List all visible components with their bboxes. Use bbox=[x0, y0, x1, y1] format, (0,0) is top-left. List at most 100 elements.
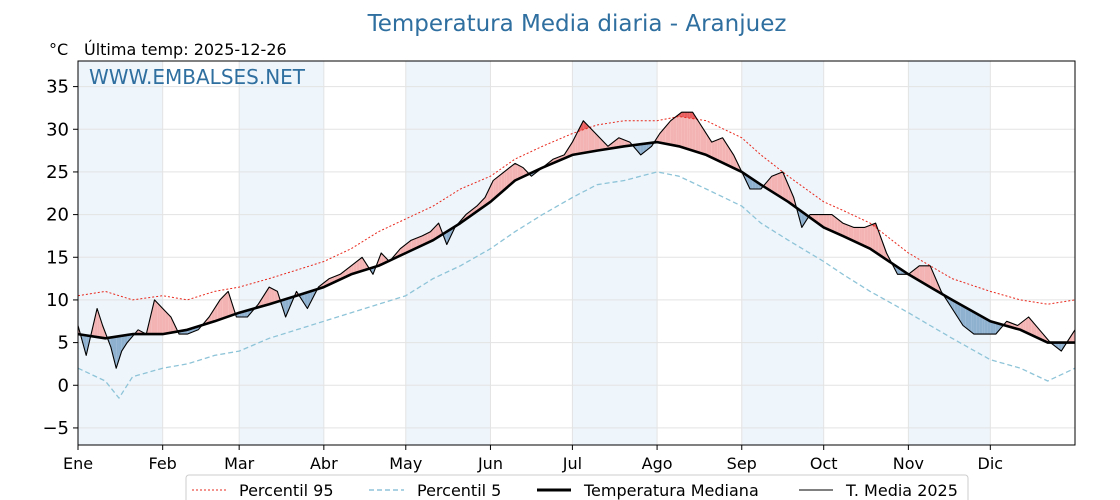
anomaly-below-fill bbox=[968, 309, 972, 332]
anomaly-above-fill bbox=[594, 132, 597, 152]
anomaly-below-fill bbox=[979, 315, 983, 335]
anomaly-above-fill bbox=[515, 163, 518, 181]
anomaly-above-fill bbox=[506, 167, 510, 188]
anomaly-above-fill bbox=[413, 238, 417, 250]
y-tick-label: 35 bbox=[46, 77, 69, 98]
extreme-above-fill bbox=[684, 112, 688, 118]
anomaly-below-fill bbox=[984, 318, 988, 335]
current-year-line bbox=[77, 111, 1076, 369]
anomaly-above-fill bbox=[228, 291, 231, 317]
y-tick-label: 15 bbox=[46, 247, 69, 268]
x-tick-label: Oct bbox=[810, 454, 838, 473]
month-band bbox=[78, 61, 163, 445]
anomaly-above-fill bbox=[220, 297, 223, 320]
extreme-above-fill bbox=[580, 120, 584, 131]
anomaly-above-fill bbox=[577, 126, 581, 154]
y-tick-label: 5 bbox=[58, 333, 69, 354]
anomaly-above-fill bbox=[788, 184, 791, 204]
anomaly-above-fill bbox=[1025, 317, 1029, 334]
anomaly-below-fill bbox=[971, 310, 974, 335]
anomaly-above-fill bbox=[435, 223, 439, 239]
anomaly-above-fill bbox=[826, 214, 830, 230]
y-axis-ticks: −5 0 5 10 15 20 25 30 35 bbox=[42, 77, 78, 439]
anomaly-below-fill bbox=[747, 175, 750, 189]
anomaly-below-fill bbox=[1055, 342, 1059, 349]
anomaly-below-fill bbox=[990, 321, 994, 335]
x-tick-label: May bbox=[389, 454, 422, 473]
anomaly-below-fill bbox=[973, 312, 977, 335]
anomaly-below-fill bbox=[976, 313, 980, 335]
legend-item-p5: Percentil 5 bbox=[369, 481, 501, 500]
x-tick-label: Ene bbox=[63, 454, 93, 473]
anomaly-above-fill bbox=[1069, 334, 1073, 343]
anomaly-above-fill bbox=[831, 214, 835, 233]
anomaly-above-fill bbox=[864, 226, 868, 248]
anomaly-below-fill bbox=[952, 299, 955, 313]
month-band bbox=[239, 61, 324, 445]
anomaly-above-fill bbox=[520, 166, 524, 178]
legend-item-p95: Percentil 95 bbox=[192, 481, 334, 500]
anomaly-below-fill bbox=[957, 302, 961, 322]
anomaly-above-fill bbox=[673, 116, 677, 146]
anomaly-above-fill bbox=[512, 163, 516, 183]
month-bands bbox=[78, 61, 991, 445]
anomaly-above-fill bbox=[719, 137, 723, 163]
anomaly-above-fill bbox=[359, 257, 363, 272]
anomaly-above-fill bbox=[364, 261, 368, 271]
anomaly-above-fill bbox=[689, 112, 693, 151]
x-tick-label: Jun bbox=[477, 454, 503, 473]
anomaly-above-fill bbox=[681, 112, 685, 149]
anomaly-above-fill bbox=[261, 295, 264, 307]
anomaly-above-fill bbox=[356, 259, 360, 273]
anomaly-above-fill bbox=[881, 238, 884, 258]
anomaly-above-fill bbox=[353, 261, 357, 274]
anomaly-below-fill bbox=[113, 336, 117, 369]
unit-label: °C bbox=[49, 40, 68, 59]
anomaly-above-fill bbox=[935, 278, 939, 292]
anomaly-above-fill bbox=[913, 267, 917, 280]
anomaly-above-fill bbox=[484, 191, 488, 206]
anomaly-above-fill bbox=[769, 176, 772, 192]
anomaly-above-fill bbox=[856, 227, 860, 244]
x-tick-label: Dic bbox=[978, 454, 1004, 473]
anomaly-above-fill bbox=[498, 174, 502, 195]
month-band bbox=[572, 61, 658, 445]
anomaly-above-fill bbox=[845, 224, 849, 239]
last-temp-label: Última temp: 2025-12-26 bbox=[84, 40, 287, 59]
extreme-above-fill bbox=[689, 112, 693, 119]
anomaly-above-fill bbox=[859, 227, 862, 245]
anomaly-below-fill bbox=[110, 337, 114, 358]
y-tick-label: 25 bbox=[46, 162, 69, 183]
anomaly-above-fill bbox=[1072, 329, 1075, 343]
anomaly-above-fill bbox=[495, 176, 499, 198]
anomaly-above-fill bbox=[433, 225, 436, 241]
anomaly-above-fill bbox=[618, 137, 622, 148]
anomaly-below-fill bbox=[124, 334, 128, 347]
anomaly-above-fill bbox=[154, 299, 158, 335]
legend-item-2025: T. Media 2025 bbox=[799, 481, 958, 500]
anomaly-above-fill bbox=[517, 164, 521, 180]
anomaly-above-fill bbox=[621, 138, 625, 147]
anomaly-above-fill bbox=[504, 169, 507, 190]
p95-line bbox=[77, 116, 1076, 305]
anomaly-below-fill bbox=[993, 322, 996, 335]
anomaly-above-fill bbox=[271, 288, 275, 304]
anomaly-above-fill bbox=[493, 178, 496, 200]
anomaly-above-fill bbox=[840, 221, 843, 236]
x-tick-label: Jul bbox=[562, 454, 582, 473]
anomaly-below-fill bbox=[83, 334, 87, 356]
anomaly-above-fill bbox=[870, 224, 873, 251]
anomaly-above-fill bbox=[924, 265, 928, 286]
anomaly-above-fill bbox=[1028, 317, 1032, 335]
anomaly-above-fill bbox=[157, 302, 160, 335]
anomaly-above-fill bbox=[427, 231, 431, 243]
anomaly-above-fill bbox=[424, 233, 428, 245]
anomaly-above-fill bbox=[790, 191, 794, 206]
anomaly-above-fill bbox=[566, 146, 570, 158]
anomaly-above-fill bbox=[771, 175, 775, 194]
x-tick-label: Abr bbox=[310, 454, 338, 473]
anomaly-above-fill bbox=[419, 235, 423, 247]
anomaly-below-fill bbox=[118, 335, 122, 360]
anomaly-above-fill bbox=[599, 137, 603, 151]
anomaly-above-fill bbox=[861, 227, 865, 247]
